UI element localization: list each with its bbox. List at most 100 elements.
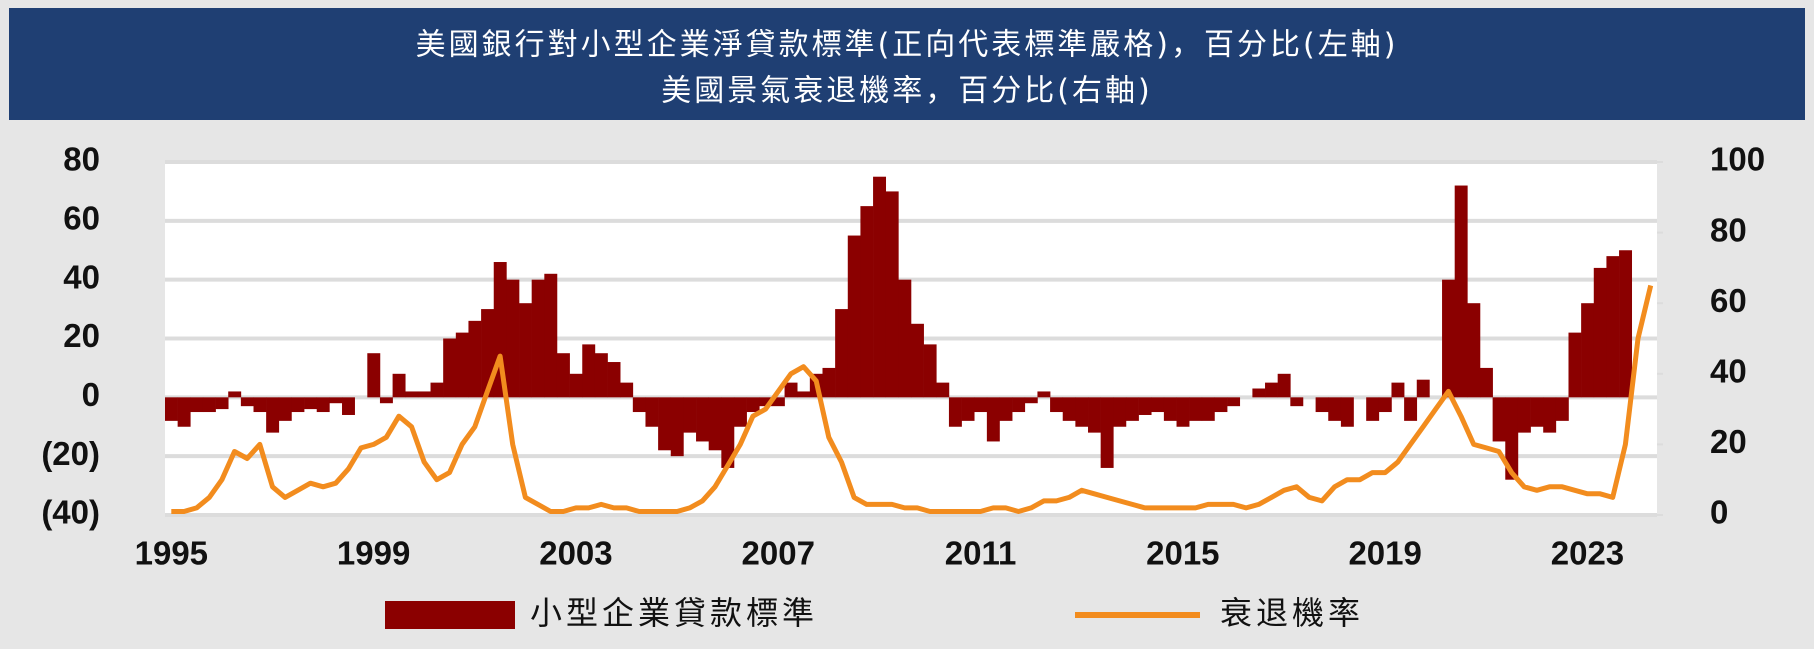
bar xyxy=(367,353,381,398)
bar xyxy=(835,309,849,398)
bar xyxy=(1201,397,1215,421)
bar xyxy=(708,397,722,451)
bar xyxy=(240,397,254,407)
y2-tick-label: 60 xyxy=(1710,282,1747,319)
bar xyxy=(797,391,811,398)
bar xyxy=(1543,397,1557,433)
bar xyxy=(544,273,558,398)
bar xyxy=(948,397,962,427)
y-tick-label: 80 xyxy=(63,141,100,178)
bar xyxy=(392,373,406,398)
bar xyxy=(1062,397,1076,421)
bar xyxy=(1100,397,1114,468)
bar xyxy=(253,397,267,413)
bar xyxy=(405,391,419,398)
bar xyxy=(683,397,697,433)
bar xyxy=(556,353,570,398)
bar xyxy=(1492,397,1506,442)
bar xyxy=(468,320,482,398)
y-tick-label: 60 xyxy=(63,200,100,237)
header xyxy=(9,8,1805,120)
bar xyxy=(1176,397,1190,427)
bar xyxy=(986,397,1000,442)
bar xyxy=(1505,397,1519,480)
bar xyxy=(215,397,229,410)
bar xyxy=(342,397,355,415)
bar xyxy=(1619,250,1633,398)
bar xyxy=(911,323,924,398)
chart-subtitle: 美國景氣衰退機率，百分比(右軸) xyxy=(661,74,1152,109)
bar xyxy=(202,397,216,413)
bar xyxy=(1252,388,1266,398)
chart-title: 美國銀行對小型企業淨貸款標準(正向代表標準嚴格)，百分比(左軸) xyxy=(416,28,1399,63)
bar xyxy=(1012,397,1026,413)
bar xyxy=(771,397,785,407)
bar xyxy=(873,176,887,398)
bar xyxy=(974,397,988,413)
bar xyxy=(379,397,393,404)
bar xyxy=(1113,397,1127,427)
bar xyxy=(1454,185,1468,398)
bar xyxy=(1265,382,1278,398)
bar xyxy=(1606,256,1620,398)
bar xyxy=(1340,397,1354,427)
y2-tick-label: 80 xyxy=(1710,211,1747,248)
bar xyxy=(1163,397,1177,421)
bar xyxy=(1581,303,1595,398)
bar xyxy=(1467,303,1481,398)
bar xyxy=(847,235,861,398)
bar xyxy=(582,344,596,398)
bar xyxy=(177,397,191,427)
bar xyxy=(746,397,760,413)
x-tick-label: 2015 xyxy=(1146,535,1219,572)
line xyxy=(171,284,1654,514)
bar xyxy=(1555,397,1569,421)
bar xyxy=(1568,332,1582,398)
y-tick-label: (40) xyxy=(41,494,100,531)
bar xyxy=(1138,397,1152,415)
bar xyxy=(759,397,773,407)
bar xyxy=(885,191,899,398)
bar xyxy=(1214,397,1228,413)
legend-label: 衰退機率 xyxy=(1220,594,1364,632)
bar xyxy=(1024,397,1038,404)
legend-swatch xyxy=(385,601,515,629)
bar xyxy=(1189,397,1203,421)
x-tick-label: 1999 xyxy=(337,535,410,572)
bar xyxy=(291,397,305,413)
bar xyxy=(278,397,292,421)
bar xyxy=(228,391,242,398)
bar xyxy=(923,344,937,398)
bar xyxy=(860,206,874,398)
bar xyxy=(999,397,1013,421)
bar xyxy=(620,382,634,398)
bar xyxy=(1517,397,1531,433)
bar xyxy=(569,373,583,398)
bar xyxy=(430,382,444,398)
bar xyxy=(696,397,709,442)
bar xyxy=(304,397,318,410)
y-tick-label: (20) xyxy=(41,435,100,472)
bar xyxy=(1315,397,1329,413)
bar xyxy=(329,397,343,404)
bar xyxy=(1277,373,1291,398)
bar xyxy=(455,332,469,398)
bar xyxy=(961,397,975,421)
bar xyxy=(1328,397,1342,421)
x-tick-label: 2007 xyxy=(742,535,815,572)
bar xyxy=(822,367,836,398)
bar xyxy=(1404,397,1418,421)
bar xyxy=(519,303,532,398)
bar xyxy=(645,397,659,427)
bar xyxy=(1075,397,1089,427)
bar xyxy=(1227,397,1241,407)
bar xyxy=(190,397,204,413)
bar xyxy=(721,397,735,468)
y-tick-label: 20 xyxy=(63,317,100,354)
y2-tick-label: 40 xyxy=(1710,353,1747,390)
bar xyxy=(1593,267,1607,398)
bar xyxy=(936,382,950,398)
bar xyxy=(266,397,280,433)
bar xyxy=(443,338,457,398)
